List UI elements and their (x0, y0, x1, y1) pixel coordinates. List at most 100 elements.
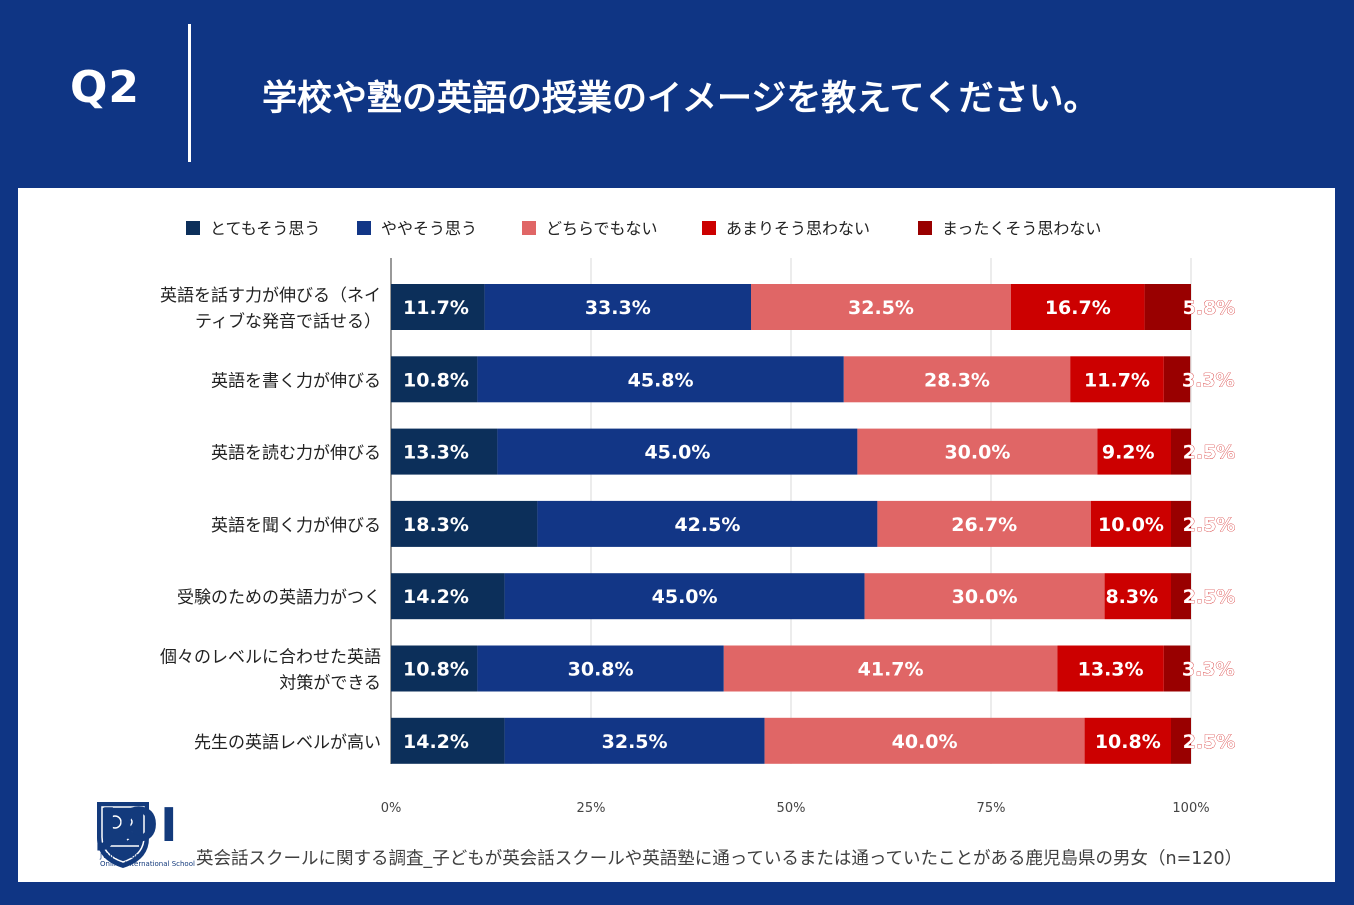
bar-5-3 (1057, 645, 1164, 692)
data-label-6-0: 14.2% (403, 731, 469, 753)
bar-3-0 (391, 500, 538, 547)
logo-subtitle-line-2: Online International School (100, 860, 195, 868)
data-label-0-0: 11.7% (403, 297, 469, 319)
legend-label-4: まったくそう思わない (942, 219, 1101, 238)
data-label-1-2: 28.3% (924, 369, 990, 391)
legend-label-1: ややそう思う (381, 219, 477, 238)
data-label-2-1: 45.0% (644, 442, 710, 464)
logo-subtitle: JYUKE Labo. Online International School (100, 852, 210, 868)
bar-4-2 (864, 573, 1105, 620)
x-tick-label-0: 0% (381, 801, 402, 816)
category-label-0-0: 英語を話す力が伸びる（ネイ (160, 286, 381, 306)
bar-6-1 (504, 717, 765, 764)
data-label-2-0: 13.3% (403, 442, 469, 464)
legend-label-3: あまりそう思わない (726, 219, 870, 238)
bar-1-3 (1070, 356, 1164, 403)
data-label-6-1: 32.5% (602, 731, 668, 753)
category-label-0-1: ティブな発音で話せる） (195, 311, 381, 332)
data-label-3-2: 26.7% (951, 514, 1017, 536)
data-label-3-3: 10.0% (1098, 514, 1164, 536)
bar-0-0 (391, 284, 485, 330)
bar-1-0 (391, 356, 478, 403)
source-note: 英会話スクールに関する調査_子どもが英会話スクールや英語塾に通っているまたは通っ… (196, 849, 1243, 869)
bar-3-2 (877, 500, 1091, 547)
bar-5-1 (477, 645, 724, 692)
bar-5-0 (391, 645, 478, 692)
x-tick-label-3: 75% (977, 801, 1006, 816)
bar-2-3 (1097, 428, 1171, 475)
data-label-5-2: 41.7% (858, 659, 924, 681)
bar-3-3 (1091, 500, 1171, 547)
bar-6-0 (391, 717, 505, 764)
logo-name: JOI (100, 798, 180, 852)
data-label-6-4: 2.5% (1183, 731, 1236, 753)
bar-4-3 (1104, 573, 1171, 620)
logo-subtitle-line-1: JYUKE Labo. (100, 852, 142, 860)
data-label-4-3: 8.3% (1105, 586, 1158, 608)
legend-swatch-1 (357, 221, 371, 235)
bar-2-2 (857, 428, 1098, 475)
data-label-6-3: 10.8% (1095, 731, 1161, 753)
category-label-6-0: 先生の英語レベルが高い (194, 733, 381, 753)
data-label-0-4: 5.8% (1183, 297, 1236, 319)
data-label-1-4: 3.3% (1182, 369, 1235, 391)
bar-5-2 (723, 645, 1058, 692)
x-tick-label-4: 100% (1172, 801, 1209, 816)
bar-1-2 (843, 356, 1071, 403)
data-label-6-2: 40.0% (892, 731, 958, 753)
data-label-5-1: 30.8% (568, 659, 634, 681)
legend-label-2: どちらでもない (546, 219, 658, 238)
data-label-5-4: 3.3% (1182, 659, 1235, 681)
category-label-2-0: 英語を読む力が伸びる (211, 444, 381, 464)
header: Q2 学校や塾の英語の授業のイメージを教えてください。 (0, 0, 1354, 188)
bar-4-1 (504, 573, 865, 620)
data-label-3-1: 42.5% (674, 514, 740, 536)
data-label-0-1: 33.3% (585, 297, 651, 319)
bar-1-1 (477, 356, 844, 403)
bar-3-4 (1171, 500, 1191, 547)
bar-1-4 (1163, 356, 1191, 403)
data-label-1-3: 11.7% (1084, 369, 1150, 391)
data-label-3-0: 18.3% (403, 514, 469, 536)
legend-swatch-2 (522, 221, 536, 235)
category-label-3-0: 英語を聞く力が伸びる (211, 516, 381, 536)
bar-0-2 (751, 284, 1011, 330)
data-label-5-0: 10.8% (403, 659, 469, 681)
bar-2-0 (391, 428, 498, 475)
data-label-2-2: 30.0% (944, 442, 1010, 464)
data-label-0-3: 16.7% (1045, 297, 1111, 319)
bar-6-3 (1084, 717, 1171, 764)
bar-2-4 (1171, 428, 1191, 475)
x-tick-label-2: 50% (777, 801, 806, 816)
legend-label-0: とてもそう思う (210, 219, 320, 238)
header-divider (188, 24, 191, 162)
data-label-2-3: 9.2% (1102, 442, 1155, 464)
question-number: Q2 (70, 62, 141, 113)
bar-5-4 (1163, 645, 1191, 692)
data-label-1-0: 10.8% (403, 369, 469, 391)
legend-swatch-4 (918, 221, 932, 235)
question-title: 学校や塾の英語の授業のイメージを教えてください。 (262, 79, 1099, 119)
data-label-0-2: 32.5% (848, 297, 914, 319)
legend-swatch-0 (186, 221, 200, 235)
bar-2-1 (497, 428, 858, 475)
data-label-4-0: 14.2% (403, 586, 469, 608)
bar-0-1 (484, 284, 751, 330)
joi-shield-icon (97, 802, 149, 868)
data-label-4-1: 45.0% (652, 586, 718, 608)
data-label-2-4: 2.5% (1183, 442, 1236, 464)
category-label-5-0: 個々のレベルに合わせた英語 (160, 648, 381, 668)
data-label-3-4: 2.5% (1183, 514, 1236, 536)
category-label-5-1: 対策ができる (279, 674, 381, 694)
bar-4-0 (391, 573, 505, 620)
bar-6-4 (1171, 717, 1191, 764)
category-label-4-0: 受験のための英語力がつく (177, 588, 381, 608)
data-label-4-2: 30.0% (952, 586, 1018, 608)
bar-3-1 (537, 500, 878, 547)
bar-4-4 (1171, 573, 1191, 620)
data-label-1-1: 45.8% (628, 369, 694, 391)
data-label-5-3: 13.3% (1078, 659, 1144, 681)
category-label-1-0: 英語を書く力が伸びる (211, 371, 381, 391)
legend-swatch-3 (702, 221, 716, 235)
